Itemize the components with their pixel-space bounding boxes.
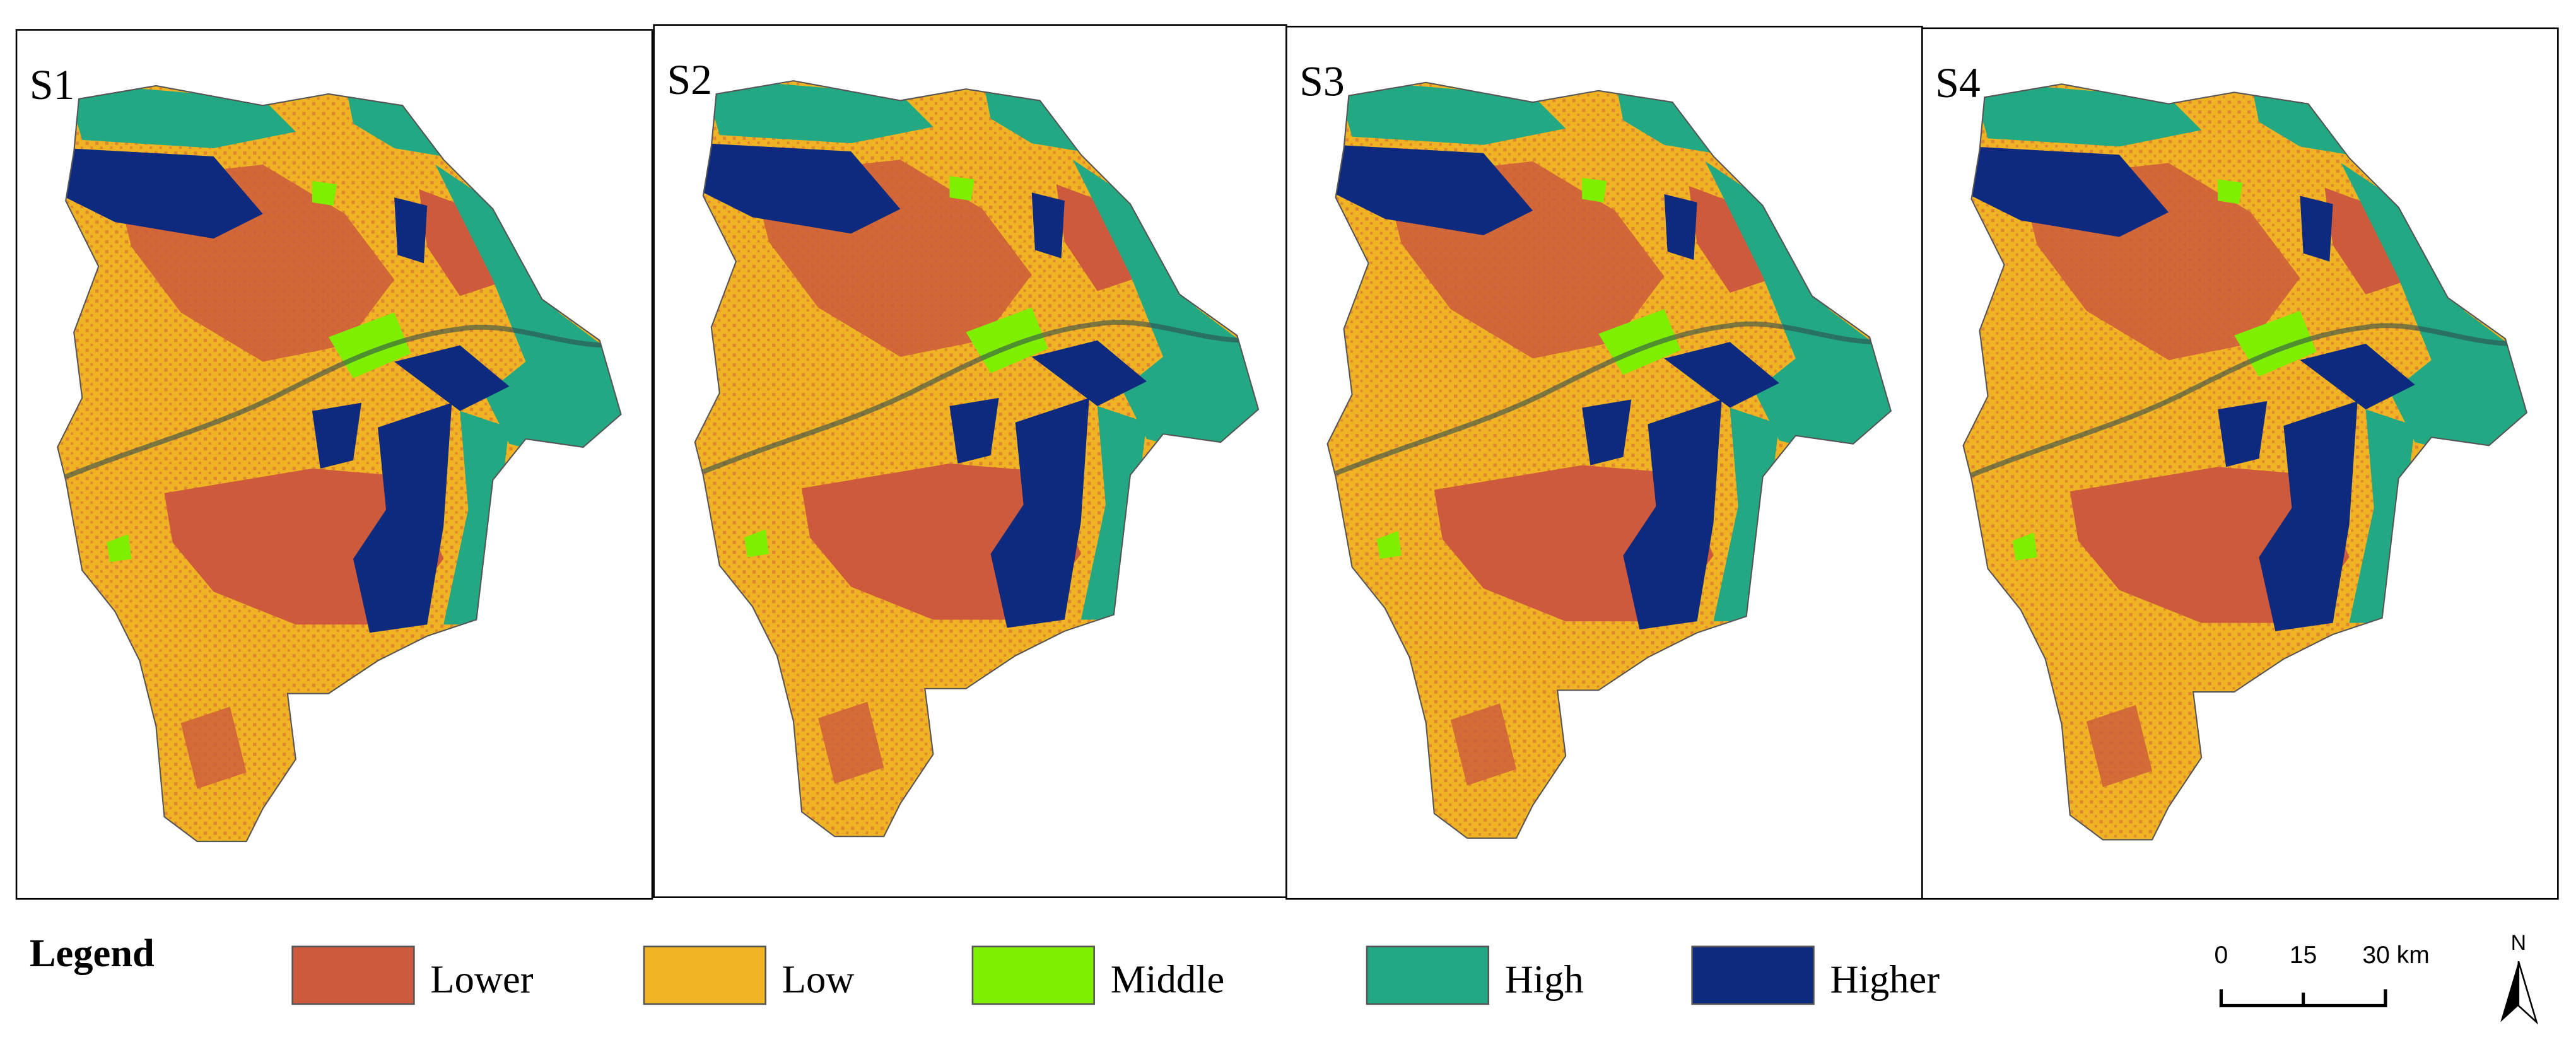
legend-swatch — [1366, 945, 1490, 1005]
map-panel: S4 — [1922, 27, 2576, 900]
legend-swatch — [1691, 945, 1815, 1005]
legend-label: Low — [782, 957, 855, 1002]
legend: Legend Lower Low Middle High Higher — [30, 931, 1940, 1005]
legend-swatch — [971, 945, 1095, 1005]
legend-label: Middle — [1111, 957, 1225, 1002]
scale-label: 0 — [2215, 942, 2228, 969]
map-panel: S1 — [16, 29, 674, 900]
map-panel: S2 — [654, 24, 1311, 898]
scale-bar: 0 15 30 km — [2215, 942, 2430, 1008]
legend-label: Higher — [1830, 957, 1940, 1002]
panels: S1 S2 S3 S4 — [16, 24, 2576, 900]
north-arrow: N — [2500, 931, 2539, 1025]
legend-label: Lower — [430, 957, 533, 1002]
scale-label: 15 — [2290, 942, 2317, 969]
map-panel: S3 — [1286, 25, 1943, 900]
north-label: N — [2511, 931, 2526, 955]
legend-title: Legend — [30, 931, 155, 975]
panel-label: S4 — [1935, 59, 1981, 107]
panel-label: S2 — [667, 56, 712, 103]
north-arrow-right — [2517, 961, 2539, 1025]
legend-swatch — [643, 945, 767, 1005]
panel-label: S1 — [30, 61, 75, 108]
scale-bar-line — [2219, 989, 2387, 1008]
legend-label: High — [1505, 957, 1584, 1002]
panel-label: S3 — [1299, 58, 1345, 105]
legend-swatch — [291, 945, 415, 1005]
north-arrow-left — [2500, 961, 2519, 1022]
scale-label: 30 km — [2362, 942, 2429, 969]
